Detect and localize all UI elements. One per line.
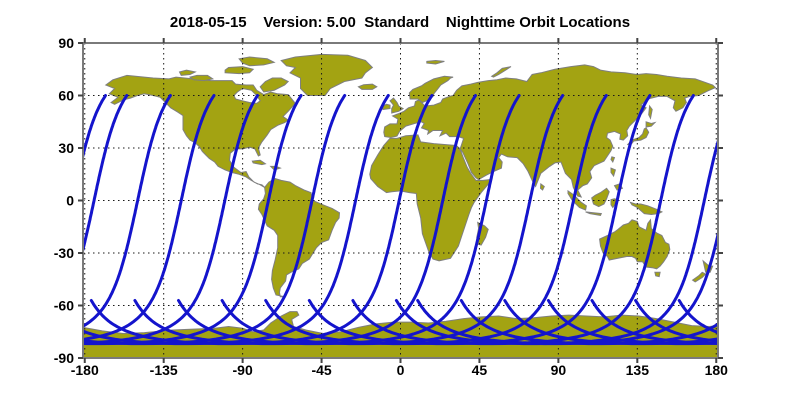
orbit-track bbox=[83, 94, 303, 346]
land-borneo bbox=[591, 187, 610, 208]
orbit-track bbox=[307, 94, 652, 346]
orbit-track bbox=[590, 299, 718, 346]
land-tasmania bbox=[654, 271, 661, 278]
y-tick-label: 90 bbox=[58, 35, 74, 51]
x-tick-label: 135 bbox=[626, 362, 650, 378]
land-north-america bbox=[104, 74, 296, 188]
land-cuba bbox=[251, 159, 267, 166]
tick-layer bbox=[78, 38, 723, 363]
land-sumatra bbox=[567, 189, 587, 211]
y-tick-label: 30 bbox=[58, 140, 74, 156]
land-great-britain bbox=[389, 97, 405, 114]
land-ellesmere bbox=[238, 56, 276, 67]
land-luzon bbox=[610, 167, 617, 178]
x-tick-label: 180 bbox=[705, 362, 729, 378]
land-svalbard bbox=[426, 59, 445, 65]
land-layer bbox=[83, 53, 718, 358]
orbit-track bbox=[133, 94, 477, 346]
orbit-track bbox=[546, 299, 718, 346]
land-new-guinea bbox=[629, 201, 664, 216]
orbit-track bbox=[89, 94, 434, 346]
land-arctic-island-1 bbox=[224, 66, 255, 75]
track-layer bbox=[83, 94, 800, 346]
orbit-track bbox=[677, 299, 718, 335]
land-hokkaido bbox=[645, 121, 657, 128]
label-layer: -180 -135 -90 -45 0 45 90 135 180 90 60 30 0 -30 -60 -9… bbox=[54, 35, 728, 378]
orbit-track bbox=[503, 299, 718, 346]
land-new-zealand-south bbox=[691, 271, 707, 283]
x-tick-label: 90 bbox=[551, 362, 567, 378]
land-taiwan bbox=[610, 156, 616, 164]
orbit-track bbox=[83, 94, 172, 328]
land-south-america bbox=[257, 178, 341, 298]
orbit-track bbox=[83, 94, 259, 345]
y-tick-label: 60 bbox=[58, 88, 74, 104]
orbit-track bbox=[351, 94, 695, 346]
orbit-track bbox=[220, 94, 565, 346]
orbit-track bbox=[177, 94, 521, 346]
y-tick-label: -30 bbox=[54, 245, 74, 261]
x-tick-label: 0 bbox=[397, 362, 405, 378]
plot-title: 2018-05-15 Version: 5.00 Standard Nightt… bbox=[170, 14, 630, 31]
y-tick-label: -60 bbox=[54, 298, 74, 314]
orbit-track bbox=[83, 94, 129, 256]
x-tick-label: 45 bbox=[472, 362, 488, 378]
y-tick-label: 0 bbox=[66, 193, 74, 209]
land-sri-lanka bbox=[539, 182, 545, 191]
land-australia bbox=[599, 218, 671, 270]
land-greenland bbox=[280, 53, 374, 96]
orbit-track bbox=[83, 94, 107, 162]
grid-layer bbox=[83, 43, 718, 358]
land-baffin-island bbox=[259, 77, 290, 93]
orbit-track bbox=[264, 94, 608, 346]
orbit-track bbox=[723, 96, 800, 344]
x-tick-label: -135 bbox=[150, 362, 178, 378]
orbit-track bbox=[83, 94, 216, 341]
land-victoria-island bbox=[188, 74, 215, 82]
x-tick-label: -180 bbox=[71, 362, 99, 378]
y-tick-label: -90 bbox=[54, 350, 74, 366]
land-banks-island bbox=[178, 69, 197, 76]
land-novaya-zemlya bbox=[490, 66, 512, 78]
x-tick-label: -90 bbox=[233, 362, 253, 378]
land-iceland bbox=[357, 83, 378, 90]
x-tick-label: -45 bbox=[311, 362, 331, 378]
orbit-track bbox=[83, 94, 390, 346]
land-eurasia bbox=[383, 64, 717, 198]
orbit-track bbox=[394, 136, 718, 346]
land-java bbox=[585, 211, 603, 216]
orbit-track bbox=[83, 94, 347, 346]
land-sakhalin bbox=[648, 104, 653, 120]
land-scandinavia bbox=[408, 75, 454, 104]
